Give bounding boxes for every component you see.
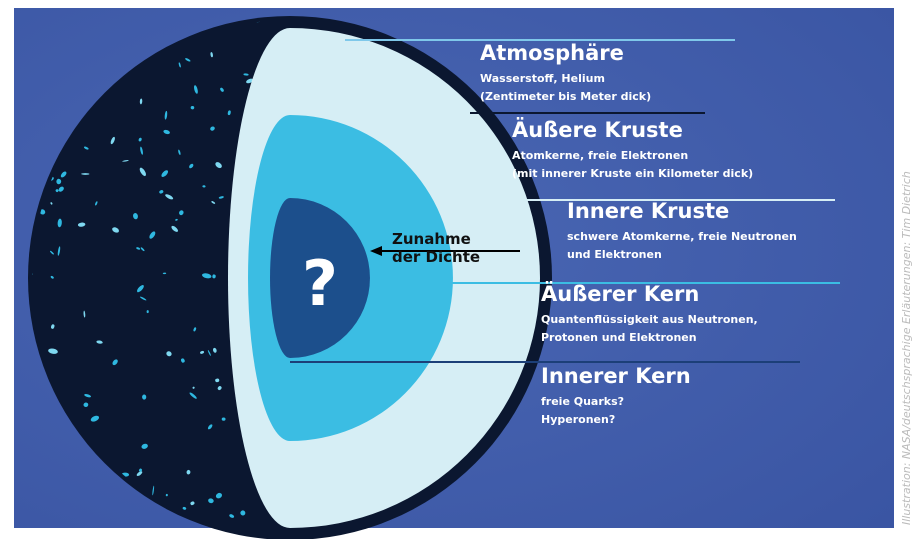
- layer-description: (mit innerer Kruste ein Kilometer dick): [512, 167, 753, 180]
- layer-description: freie Quarks?: [541, 395, 624, 408]
- layer-description: Protonen und Elektronen: [541, 331, 697, 344]
- page: ? Zunahme der Dichte Atmosphäre Wassersto…: [0, 0, 919, 539]
- layer-description: Atomkerne, freie Elektronen: [512, 149, 688, 162]
- credit: Illustration: NASA/deutschsprachige Erlä…: [900, 171, 913, 525]
- core-label: ?: [302, 247, 338, 320]
- layer-description: (Zentimeter bis Meter dick): [480, 90, 651, 103]
- layer-title: Innere Kruste: [567, 199, 729, 223]
- arrow-label: Zunahme: [392, 230, 471, 248]
- layer-title: Äußere Kruste: [512, 117, 683, 142]
- diagram: ? Zunahme der Dichte Atmosphäre Wassersto…: [0, 0, 919, 539]
- layer-title: Innerer Kern: [541, 364, 691, 388]
- layer-title: Atmosphäre: [480, 41, 624, 65]
- layer-description: und Elektronen: [567, 248, 662, 261]
- layer-description: Wasserstoff, Helium: [480, 72, 605, 85]
- layer-description: schwere Atomkerne, freie Neutronen: [567, 230, 797, 243]
- layer-title: Äußerer Kern: [541, 281, 699, 306]
- layer-description: Quantenflüssigkeit aus Neutronen,: [541, 313, 758, 326]
- layer-description: Hyperonen?: [541, 413, 615, 426]
- arrow-label: der Dichte: [392, 248, 480, 266]
